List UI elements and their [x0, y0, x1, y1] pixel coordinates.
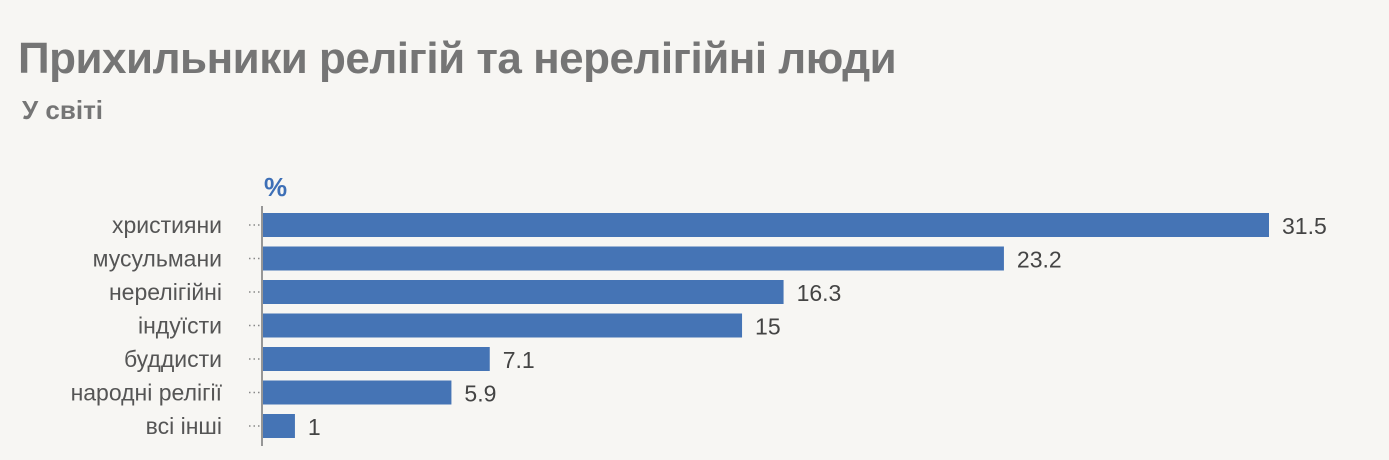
bar	[263, 380, 452, 405]
bar	[263, 280, 784, 304]
unit-label: %	[264, 172, 287, 202]
chart-title: Прихильники релігій та нерелігійні люди	[18, 34, 897, 83]
category-label: буддисти	[124, 346, 222, 372]
bar	[263, 246, 1004, 271]
bar	[263, 347, 490, 371]
category-label: індуїсти	[138, 313, 222, 339]
chart-subtitle: У світі	[22, 95, 104, 125]
category-label: мусульмани	[93, 246, 222, 272]
value-label: 16.3	[797, 280, 842, 306]
value-label: 7.1	[503, 347, 535, 373]
bar	[263, 313, 743, 338]
value-label: 5.9	[464, 381, 496, 407]
category-label: всі інші	[146, 413, 222, 439]
value-label: 31.5	[1282, 213, 1327, 239]
bar	[263, 213, 1269, 237]
value-label: 23.2	[1017, 247, 1062, 273]
category-label: християни	[112, 212, 222, 238]
value-label: 15	[755, 314, 781, 340]
bar	[263, 414, 295, 438]
category-label: народні релігії	[71, 380, 223, 406]
category-label: нерелігійні	[109, 279, 222, 305]
value-label: 1	[308, 414, 321, 440]
